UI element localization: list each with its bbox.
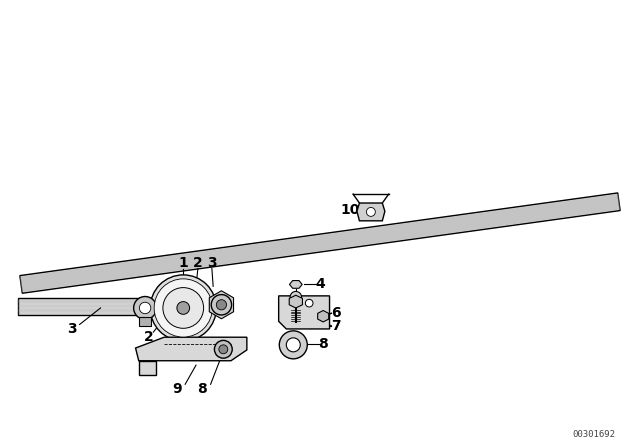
Circle shape	[290, 291, 301, 303]
Polygon shape	[139, 361, 156, 375]
Circle shape	[279, 331, 307, 359]
Text: 6: 6	[331, 306, 340, 320]
Polygon shape	[317, 310, 329, 322]
Polygon shape	[278, 296, 330, 329]
Text: 00301692: 00301692	[573, 430, 616, 439]
Polygon shape	[289, 295, 303, 308]
Polygon shape	[20, 193, 620, 293]
Text: 2: 2	[143, 330, 153, 344]
Circle shape	[211, 295, 232, 315]
Circle shape	[286, 338, 300, 352]
Text: 4: 4	[315, 277, 325, 291]
Circle shape	[177, 302, 189, 314]
Polygon shape	[289, 280, 302, 288]
Text: 5: 5	[315, 295, 325, 309]
Text: 7: 7	[331, 319, 340, 333]
Circle shape	[154, 279, 212, 337]
Circle shape	[163, 288, 204, 328]
Polygon shape	[18, 298, 148, 315]
Circle shape	[216, 300, 227, 310]
Text: 9: 9	[172, 383, 182, 396]
Circle shape	[150, 275, 216, 341]
Polygon shape	[357, 203, 385, 221]
Circle shape	[140, 302, 151, 314]
Text: 1: 1	[179, 256, 188, 271]
Circle shape	[219, 345, 228, 354]
Circle shape	[134, 297, 157, 319]
Polygon shape	[209, 291, 234, 319]
Circle shape	[305, 299, 313, 307]
Text: 2: 2	[193, 256, 203, 271]
Text: 8: 8	[198, 383, 207, 396]
Polygon shape	[136, 337, 247, 361]
Text: 3: 3	[67, 322, 77, 336]
Polygon shape	[139, 317, 152, 326]
Circle shape	[214, 340, 232, 358]
Text: 10: 10	[341, 203, 360, 217]
Circle shape	[367, 207, 375, 216]
Text: 8: 8	[318, 336, 328, 351]
Text: 3: 3	[207, 256, 217, 271]
